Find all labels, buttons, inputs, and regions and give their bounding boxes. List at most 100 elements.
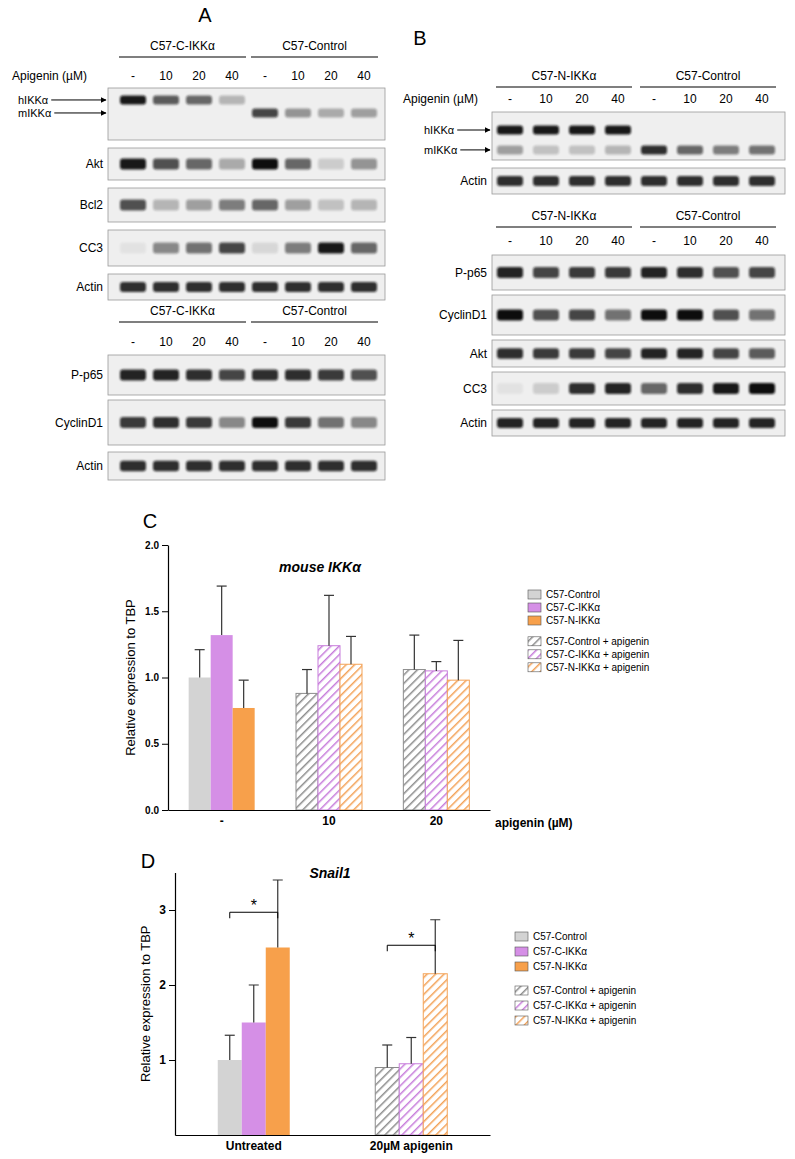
panel-label: D (141, 850, 155, 872)
band (497, 176, 523, 186)
band (497, 126, 523, 135)
band (186, 417, 212, 428)
blot-row: P-p65 (71, 355, 385, 395)
band (285, 243, 311, 254)
lane-label: 40 (755, 92, 769, 106)
y-tick-label: 3 (159, 903, 166, 917)
legend-swatch (528, 616, 541, 625)
bar (340, 664, 362, 810)
blot-membrane (492, 410, 785, 436)
band (569, 126, 595, 135)
x-tick: 20µM apigenin (370, 1135, 453, 1153)
x-axis-line (169, 810, 491, 811)
y-tick-mark (169, 1060, 175, 1061)
band (641, 310, 667, 321)
band-label: hIKKα (424, 124, 455, 136)
band (569, 383, 595, 394)
lane-label: - (263, 69, 267, 83)
legend-swatch (528, 590, 541, 599)
band (533, 145, 559, 154)
blot-membrane (492, 168, 785, 194)
band (533, 310, 559, 321)
y-tick: 1.0 (145, 672, 168, 683)
lane-label: 20 (575, 234, 589, 248)
group-underline (496, 86, 632, 87)
band (186, 200, 212, 211)
band (219, 200, 245, 211)
band-arrow (460, 149, 490, 150)
legend-label: C57-C-IKKα (533, 946, 587, 957)
band (120, 159, 146, 170)
band (605, 145, 631, 154)
band (605, 348, 631, 358)
error-stem (253, 985, 254, 1023)
error-bar (406, 1038, 416, 1064)
band (351, 461, 377, 472)
bar (233, 708, 255, 810)
blot-membrane (492, 340, 785, 367)
band (497, 145, 523, 154)
band (713, 348, 739, 358)
bar (375, 1068, 399, 1136)
band (153, 95, 179, 104)
band (641, 267, 667, 278)
treatment-label: Apigenin (µM) (403, 92, 478, 106)
blot-row: P-p65 (455, 255, 785, 290)
y-tick-label: 1.0 (145, 672, 159, 683)
x-tick-label: 20µM apigenin (370, 1139, 453, 1153)
y-axis: 0.00.51.01.52.0 (145, 540, 168, 816)
x-tick: 10 (322, 810, 336, 828)
lane-label: 10 (159, 335, 173, 349)
protein-label: P-p65 (455, 266, 487, 280)
band (252, 417, 278, 428)
blot-group: C57-C-IKKαC57-Control-102040-102040P-p65… (55, 304, 385, 480)
band (318, 108, 344, 117)
band (120, 200, 146, 211)
band (153, 243, 179, 254)
bar (211, 635, 233, 810)
band (153, 282, 179, 292)
blot-membrane (108, 148, 385, 180)
band (605, 310, 631, 321)
legend-swatch (528, 663, 541, 672)
y-tick-label: 1 (159, 1053, 166, 1067)
blot-membrane (108, 230, 385, 266)
lane-label: 10 (291, 69, 305, 83)
lane-label: 40 (225, 69, 239, 83)
legend-swatch (528, 603, 541, 612)
error-cap (406, 1037, 416, 1038)
group-underline (251, 56, 378, 57)
band (641, 418, 667, 428)
band (749, 348, 775, 358)
band (569, 310, 595, 321)
lane-label: 20 (324, 69, 338, 83)
panel-label: A (198, 4, 212, 26)
band (497, 267, 523, 278)
lane-label: 20 (719, 234, 733, 248)
band (533, 176, 559, 186)
band (153, 417, 179, 428)
error-bar (324, 595, 334, 645)
legend-label: C57-N-IKKα + apigenin (533, 1015, 636, 1026)
band-arrow (51, 99, 106, 100)
blot-row: Actin (76, 452, 385, 480)
protein-label: CyclinD1 (439, 308, 487, 322)
y-tick-mark (162, 545, 168, 546)
lane-label: 10 (683, 92, 697, 106)
x-tick: - (220, 810, 224, 828)
y-tick-mark (162, 744, 168, 745)
x-axis-title: apigenin (µM) (495, 816, 573, 830)
blot-row: CyclinD1 (55, 400, 385, 445)
blot-membrane (108, 452, 385, 480)
band (641, 383, 667, 394)
bar (266, 948, 290, 1136)
band (605, 267, 631, 278)
y-tick-label: 0.0 (145, 805, 159, 816)
band (677, 267, 703, 278)
band (351, 282, 377, 292)
band (252, 108, 278, 117)
error-stem (350, 636, 351, 664)
legend-label: C57-N-IKKα (546, 615, 600, 626)
lane-label: 20 (192, 335, 206, 349)
group-header: C57-C-IKKα (150, 39, 215, 53)
